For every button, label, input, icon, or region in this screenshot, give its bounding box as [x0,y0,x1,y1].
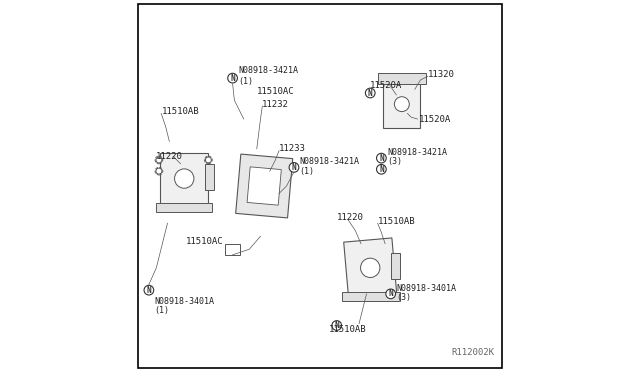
Bar [225,244,240,255]
Text: 11510AB: 11510AB [329,325,367,334]
Text: N: N [230,74,235,83]
Text: N08918-3421A: N08918-3421A [238,66,298,75]
Text: 11220: 11220 [337,213,364,222]
Text: 11320: 11320 [428,70,455,79]
Circle shape [228,73,237,83]
Text: (3): (3) [396,293,412,302]
Circle shape [365,88,375,98]
Text: 11220: 11220 [156,152,183,161]
Text: N08918-3421A: N08918-3421A [387,148,447,157]
Circle shape [394,97,410,112]
Bar [344,238,397,298]
Text: (1): (1) [154,306,170,315]
Text: 11520A: 11520A [370,81,403,90]
Text: (1): (1) [238,77,253,86]
Text: N08918-3401A: N08918-3401A [396,284,456,293]
Text: 11510AC: 11510AC [186,237,223,246]
Bar [156,203,212,212]
Circle shape [289,163,299,172]
Circle shape [386,289,396,299]
Text: 11510AB: 11510AB [162,107,200,116]
Text: N: N [379,154,384,163]
Text: (3): (3) [387,157,402,166]
Circle shape [156,157,162,163]
Circle shape [156,168,162,174]
Text: N08918-3421A: N08918-3421A [300,157,360,166]
Bar [205,164,214,190]
Text: 11233: 11233 [279,144,306,153]
Text: (1): (1) [300,167,314,176]
Text: 11232: 11232 [262,100,289,109]
Circle shape [376,153,386,163]
Bar [247,167,282,205]
Text: N: N [379,165,384,174]
Text: N08918-3401A: N08918-3401A [154,297,214,306]
Circle shape [376,164,386,174]
Bar [236,154,292,218]
Bar [160,153,209,205]
Circle shape [332,321,342,330]
Text: N: N [147,286,151,295]
Text: R112002K: R112002K [452,348,495,357]
Bar [378,73,426,84]
Text: 11510AC: 11510AC [257,87,294,96]
Bar [342,292,400,301]
Circle shape [175,169,194,188]
Circle shape [360,258,380,278]
Text: N: N [388,289,393,298]
Text: 11510AB: 11510AB [378,217,415,226]
Circle shape [144,285,154,295]
Text: N: N [335,321,339,330]
Bar [383,80,420,128]
Bar [390,253,400,279]
Text: 11520A: 11520A [419,115,451,124]
Circle shape [205,157,211,163]
Text: N: N [368,89,372,97]
Text: N: N [292,163,296,172]
